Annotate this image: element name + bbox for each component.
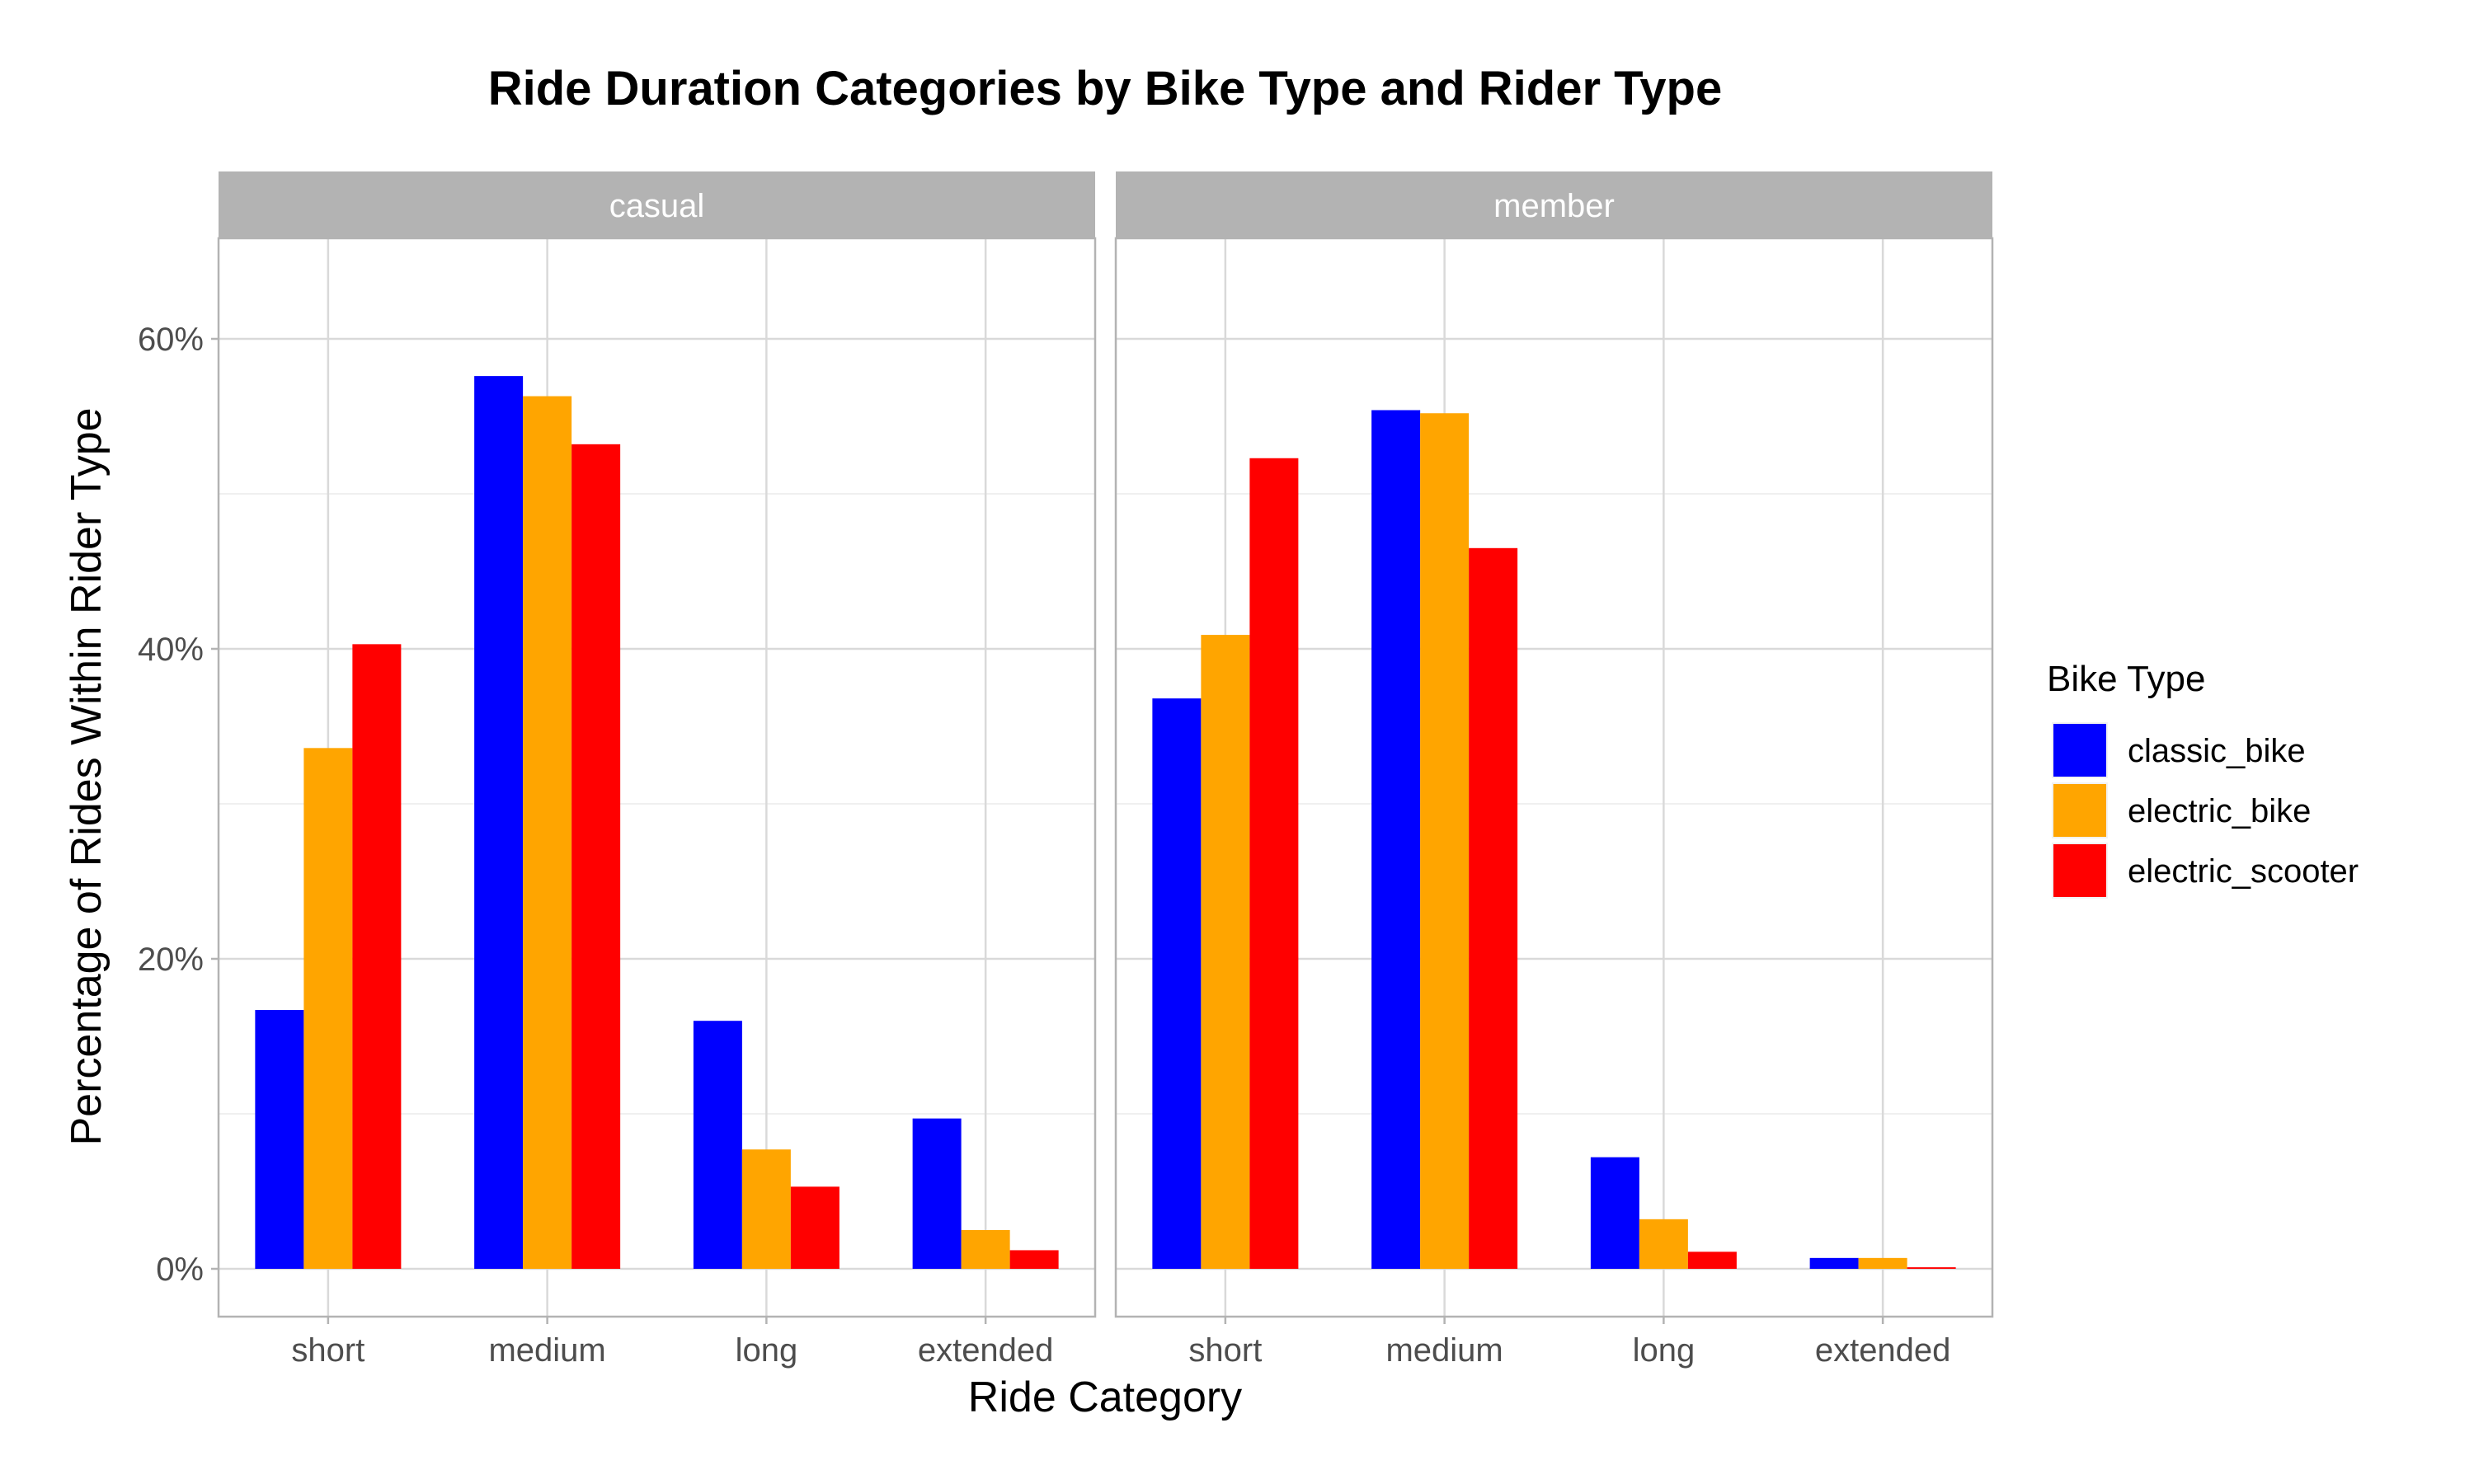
y-tick-label: 40% bbox=[138, 632, 204, 668]
bar-member-long-electric_scooter bbox=[1687, 1252, 1737, 1269]
legend-swatch-classic_bike bbox=[2053, 724, 2106, 777]
chart-title: Ride Duration Categories by Bike Type an… bbox=[488, 62, 1723, 115]
y-tick-label: 60% bbox=[138, 322, 204, 358]
bar-member-short-electric_bike bbox=[1201, 635, 1250, 1269]
x-axis-title: Ride Category bbox=[968, 1374, 1242, 1421]
bar-casual-extended-electric_bike bbox=[961, 1230, 1010, 1269]
bar-casual-extended-classic_bike bbox=[912, 1118, 962, 1269]
bar-casual-short-electric_scooter bbox=[352, 644, 402, 1269]
bar-casual-long-classic_bike bbox=[693, 1021, 742, 1269]
bar-casual-short-electric_bike bbox=[303, 748, 353, 1269]
legend-label-electric_scooter: electric_scooter bbox=[2128, 853, 2359, 890]
legend-label-electric_bike: electric_bike bbox=[2128, 793, 2311, 829]
facet-strip bbox=[219, 171, 1095, 238]
bar-casual-medium-electric_bike bbox=[523, 396, 572, 1269]
y-tick-label: 0% bbox=[156, 1252, 204, 1288]
panel-border bbox=[1114, 237, 1994, 1318]
bar-casual-extended-electric_scooter bbox=[1009, 1250, 1059, 1269]
bar-member-long-classic_bike bbox=[1590, 1157, 1639, 1269]
bar-member-medium-classic_bike bbox=[1371, 410, 1421, 1270]
x-tick-label: medium bbox=[1385, 1332, 1503, 1369]
x-tick-label: extended bbox=[918, 1332, 1054, 1369]
bar-casual-long-electric_bike bbox=[741, 1149, 791, 1269]
bar-casual-medium-classic_bike bbox=[474, 376, 524, 1269]
panel-border bbox=[217, 237, 1097, 1318]
facet-panels: casual short medium long extended member short… bbox=[138, 171, 1994, 1369]
facet-strip-label: member bbox=[1493, 188, 1615, 224]
bar-member-extended-electric_bike bbox=[1858, 1257, 1907, 1269]
facet-panel-member: member short medium long extended bbox=[1114, 171, 1994, 1369]
y-axis-title: Percentage of Rides Within Rider Type bbox=[63, 407, 111, 1145]
y-tick-label: 20% bbox=[138, 942, 204, 978]
legend: Bike Type classic_bike electric_bikeelect… bbox=[2047, 659, 2359, 899]
legend-label-classic_bike: classic_bike bbox=[2128, 733, 2306, 769]
bar-member-short-electric_scooter bbox=[1249, 458, 1299, 1269]
facet-strip-label: casual bbox=[609, 188, 705, 224]
x-tick-label: long bbox=[1633, 1332, 1696, 1369]
x-tick-label: short bbox=[1188, 1332, 1262, 1369]
bar-casual-short-classic_bike bbox=[255, 1010, 304, 1269]
y-axis: 0% 20% 40% 60% bbox=[138, 322, 219, 1288]
x-tick-label: short bbox=[291, 1332, 365, 1369]
bar-member-extended-electric_scooter bbox=[1907, 1267, 1956, 1269]
bar-member-medium-electric_scooter bbox=[1469, 547, 1518, 1269]
bar-casual-long-electric_scooter bbox=[790, 1186, 840, 1269]
facet-strip bbox=[1116, 171, 1992, 238]
bar-casual-medium-electric_scooter bbox=[571, 444, 621, 1269]
bar-member-long-electric_bike bbox=[1639, 1219, 1688, 1269]
bar-member-short-classic_bike bbox=[1152, 698, 1202, 1269]
facet-panel-casual: casual short medium long extended bbox=[217, 171, 1097, 1369]
legend-title: Bike Type bbox=[2047, 659, 2205, 699]
x-tick-label: long bbox=[736, 1332, 798, 1369]
legend-swatch-electric_bike bbox=[2053, 784, 2106, 837]
x-tick-label: extended bbox=[1815, 1332, 1951, 1369]
bar-member-extended-classic_bike bbox=[1809, 1257, 1859, 1269]
bar-member-medium-electric_bike bbox=[1420, 413, 1470, 1269]
legend-swatch-electric_scooter bbox=[2053, 844, 2106, 897]
x-tick-label: medium bbox=[488, 1332, 605, 1369]
